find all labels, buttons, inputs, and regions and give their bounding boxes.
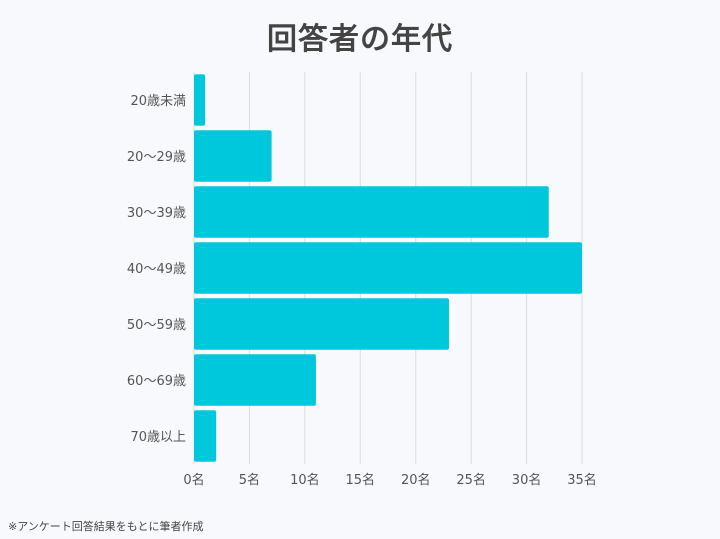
category-labels: 20歳未満 20〜29歳 30〜39歳 40〜49歳 50〜59歳 60〜69歳 70歳以上 [127,94,186,445]
bar [194,298,449,350]
x-tick-labels: 0名 5名 10名 15名 20名 25名 30名 35名 [183,472,596,488]
x-tick-label: 30名 [512,472,542,488]
bar [194,130,272,182]
x-tick-label: 20名 [401,472,431,488]
x-tick-label: 10名 [290,472,320,488]
bar [194,354,316,406]
category-label: 30〜39歳 [127,206,186,221]
category-label: 60〜69歳 [127,374,186,389]
x-tick-label: 35名 [567,472,597,488]
bar [194,186,549,238]
x-tick-label: 25名 [456,472,486,488]
bar [194,74,206,126]
x-tick-label: 5名 [239,472,260,488]
category-label: 20歳未満 [130,94,186,109]
category-label: 40〜49歳 [127,262,186,277]
bar [194,242,582,294]
category-label: 50〜59歳 [127,318,186,333]
category-label: 20〜29歳 [127,150,186,165]
bar [194,410,217,462]
category-label: 70歳以上 [130,430,186,445]
bars [194,74,582,462]
chart-title: 回答者の年代 [267,22,453,57]
x-tick-label: 15名 [346,472,376,488]
x-tick-label: 0名 [183,472,204,488]
footnote: ※アンケート回答結果をもとに筆者作成 [8,520,204,533]
